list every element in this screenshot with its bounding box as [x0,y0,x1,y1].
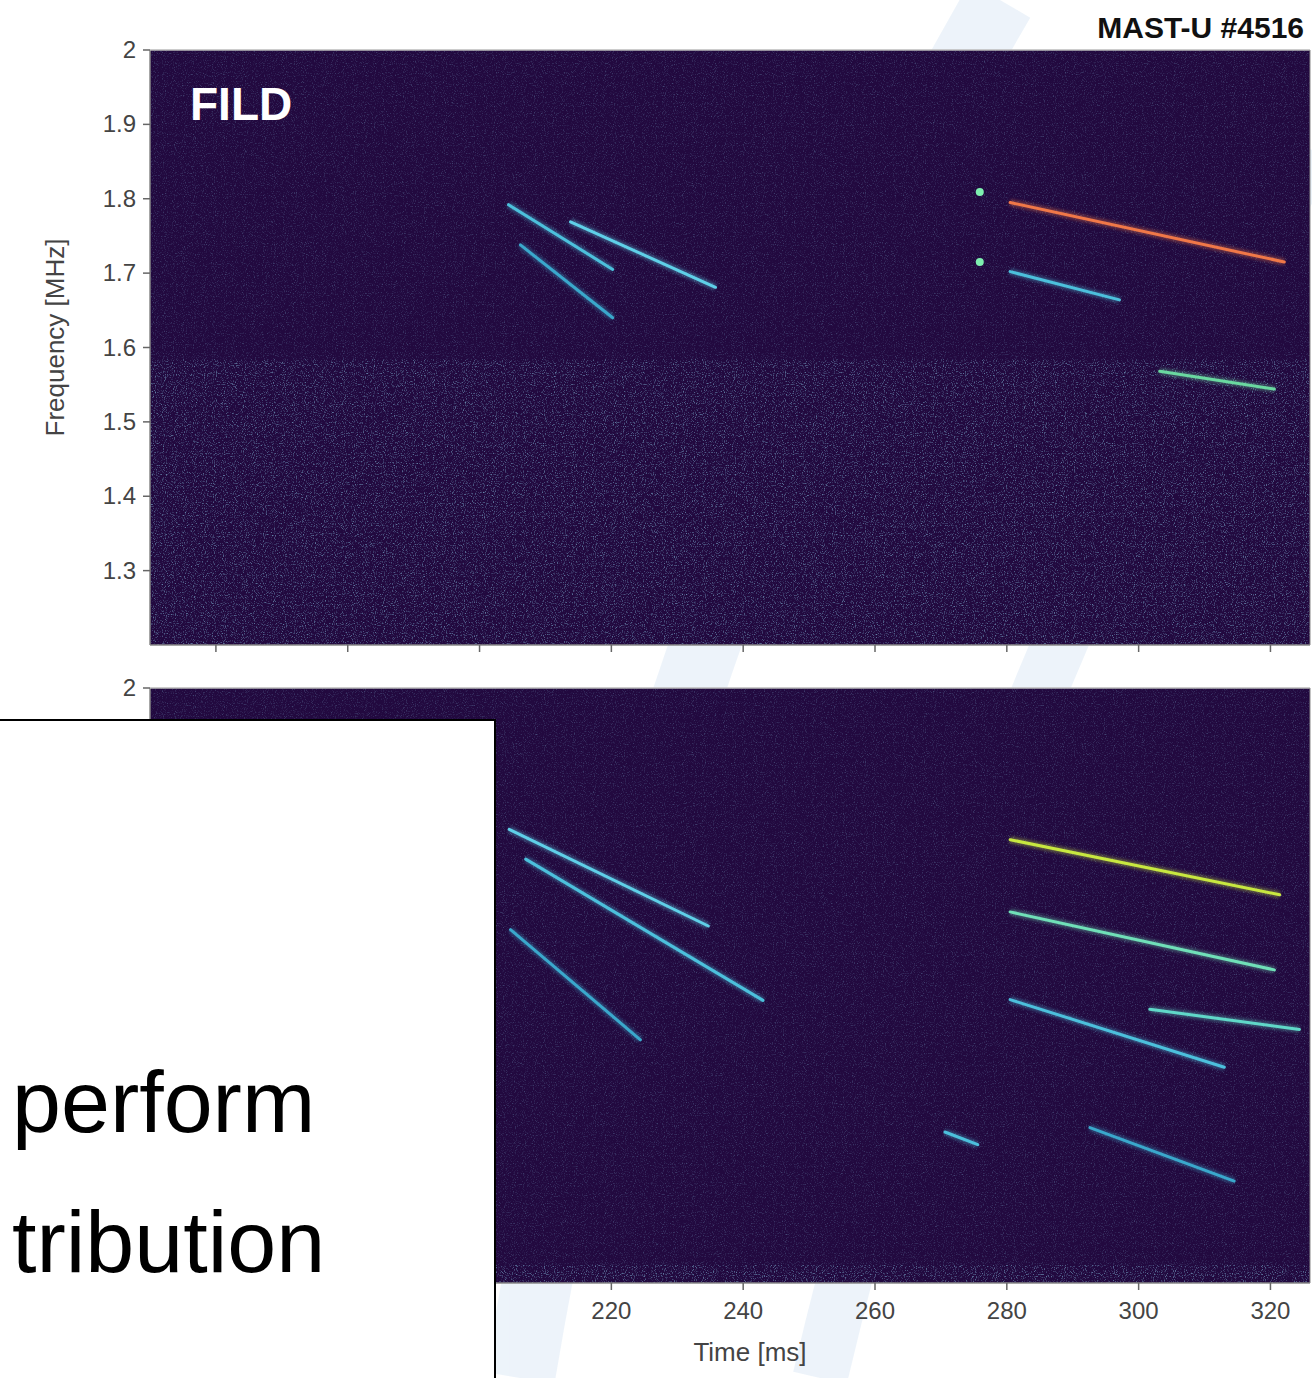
line [945,1132,978,1145]
x-tick [347,645,349,652]
x-tick [611,1283,613,1290]
y-tick [143,49,150,51]
x-axis-line [150,644,1310,646]
x-tick-label: 280 [987,1297,1027,1324]
line [1090,1128,1234,1182]
line-glow [511,930,641,1040]
line-glow [1010,840,1280,895]
x-tick [1138,645,1140,652]
y-tick [143,272,150,274]
y-tick [143,198,150,200]
overlay-rect [0,720,495,1378]
line-glow [1090,1128,1234,1182]
line [526,859,763,1000]
marks [509,188,1285,389]
frame-top [150,49,1310,51]
x-tick [742,645,744,652]
overlay-box: perform tribution [0,720,495,1378]
y-tick [143,421,150,423]
x-tick [1270,1283,1272,1290]
x-tick [215,645,217,652]
y-tick-label: 2 [123,36,136,63]
line-glow [509,205,613,270]
x-tick [1270,645,1272,652]
x-tick [874,645,876,652]
line [1010,840,1280,895]
point [976,258,984,266]
line [1160,371,1275,389]
line-glow [1160,371,1275,389]
y-tick [143,687,150,689]
overlay-text: tribution [12,1192,325,1291]
y-tick-label: 2 [123,674,136,701]
y-tick-label: 1.3 [103,557,136,584]
x-tick-label: 300 [1119,1297,1159,1324]
x-tick-label: 260 [855,1297,895,1324]
y-tick-label: 1.4 [103,482,136,509]
y-tick-label: 1.6 [103,334,136,361]
frame-right [1310,50,1311,645]
line [509,205,613,270]
y-tick-label: 1.7 [103,259,136,286]
y-tick [143,570,150,572]
line [520,245,612,318]
y-tick [143,124,150,126]
line-glow [1010,272,1119,300]
y-axis-title: Frequency [MHz] [40,239,70,437]
line-glow [945,1132,978,1145]
line-glow [1150,1009,1300,1029]
frame-top [150,687,1310,689]
x-tick-label: 220 [591,1297,631,1324]
figure: 1.3 1.4 1.5 1.6 1.7 1.8 1.9 2 Frequency [MHz] FIL… [0,0,1312,1378]
panel: 1.3 1.4 1.5 1.6 1.7 1.8 1.9 2 Frequency [MHz] FIL… [40,36,1310,652]
x-tick [1138,1283,1140,1290]
frame-right [1310,688,1311,1283]
x-tick-label: 320 [1250,1297,1290,1324]
x-tick [611,645,613,652]
panel-label: FILD [190,78,292,130]
noise [150,359,1310,645]
x-tick [1006,645,1008,652]
line [1150,1009,1300,1029]
y-tick-label: 1.9 [103,110,136,137]
y-tick [143,496,150,498]
line-glow [1010,203,1284,263]
line [1010,203,1284,263]
plot-background [150,50,1310,645]
y-tick [143,347,150,349]
x-tick [479,645,481,652]
marks [509,829,1299,1181]
overlay-text: perform [12,1052,315,1151]
x-axis-title: Time [ms] [693,1337,806,1367]
line-glow [1010,1000,1224,1068]
y-tick-label: 1.8 [103,185,136,212]
line-glow [1010,912,1274,970]
noise [150,50,1310,645]
title: MAST-U #4516 [1097,11,1304,44]
line [511,930,641,1040]
line-glow [520,245,612,318]
point [976,188,984,196]
line [1010,272,1119,300]
x-tick [874,1283,876,1290]
line [1010,912,1274,970]
x-tick-label: 240 [723,1297,763,1324]
x-tick [1006,1283,1008,1290]
y-tick-label: 1.5 [103,408,136,435]
line [1010,1000,1224,1068]
line-glow [526,859,763,1000]
x-tick [742,1283,744,1290]
